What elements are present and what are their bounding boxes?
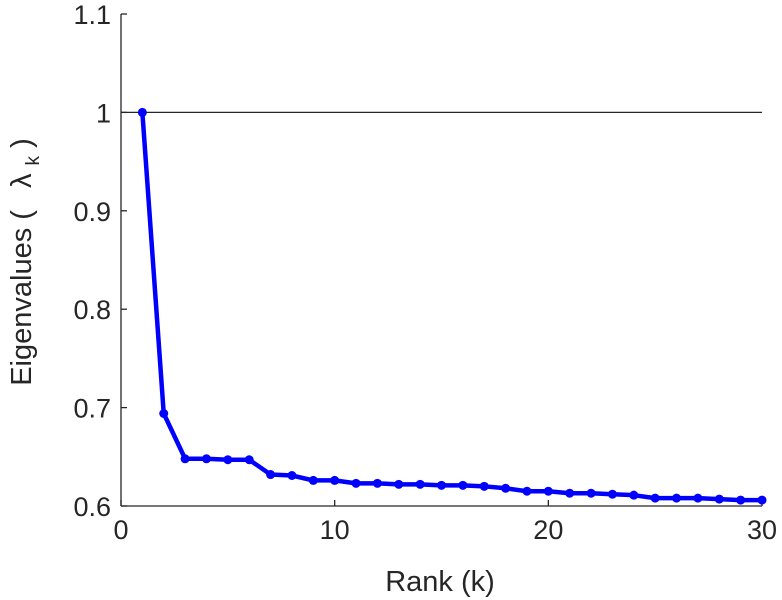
x-tick-label: 30 bbox=[747, 515, 777, 545]
data-point bbox=[159, 409, 169, 419]
data-point bbox=[522, 486, 532, 496]
data-point bbox=[437, 480, 446, 490]
y-axis-label-subscript: k bbox=[23, 155, 44, 165]
y-axis-label-symbol: λ bbox=[6, 173, 38, 188]
data-point bbox=[586, 488, 596, 498]
data-point bbox=[607, 489, 617, 499]
x-tick-label: 0 bbox=[113, 515, 128, 545]
data-point bbox=[650, 493, 660, 503]
data-point bbox=[629, 490, 639, 500]
data-point bbox=[266, 470, 276, 480]
data-point bbox=[543, 486, 553, 496]
series-line bbox=[140, 110, 765, 503]
y-tick-label: 0.6 bbox=[73, 492, 111, 522]
data-point bbox=[693, 493, 703, 503]
data-point bbox=[672, 493, 682, 503]
data-point bbox=[223, 455, 233, 465]
data-point bbox=[372, 478, 382, 488]
y-axis-label: Eigenvalues ( λ k ) bbox=[6, 138, 46, 386]
data-point bbox=[757, 495, 767, 505]
y-tick-label: 1 bbox=[96, 98, 111, 128]
x-axis-label: Rank (k) bbox=[385, 566, 495, 598]
data-point bbox=[180, 454, 190, 464]
y-tick-label: 1.1 bbox=[73, 0, 111, 30]
y-axis-label-suffix: ) bbox=[6, 138, 38, 148]
data-point bbox=[330, 475, 340, 485]
y-tick-label: 0.7 bbox=[73, 394, 111, 424]
data-point bbox=[736, 495, 746, 505]
x-tick-label: 20 bbox=[533, 515, 563, 545]
plot-area: 0 10 20 30 0.6 0.7 0.8 0.9 1 1.1 bbox=[73, 0, 777, 545]
data-point bbox=[394, 479, 404, 489]
data-point bbox=[287, 470, 297, 480]
data-point bbox=[565, 488, 575, 498]
y-tick-label: 0.9 bbox=[73, 197, 111, 227]
data-point bbox=[501, 483, 511, 493]
y-axis-label-prefix: Eigenvalues ( bbox=[6, 210, 38, 386]
data-point bbox=[351, 478, 361, 488]
data-point bbox=[244, 455, 254, 465]
data-point bbox=[714, 494, 724, 504]
data-point bbox=[137, 107, 147, 117]
data-point bbox=[308, 475, 318, 485]
data-point bbox=[201, 454, 211, 464]
x-tick-label: 10 bbox=[320, 515, 350, 545]
data-point bbox=[415, 479, 425, 489]
data-point bbox=[479, 481, 489, 491]
data-point bbox=[458, 480, 468, 490]
y-tick-label: 0.8 bbox=[73, 295, 111, 325]
